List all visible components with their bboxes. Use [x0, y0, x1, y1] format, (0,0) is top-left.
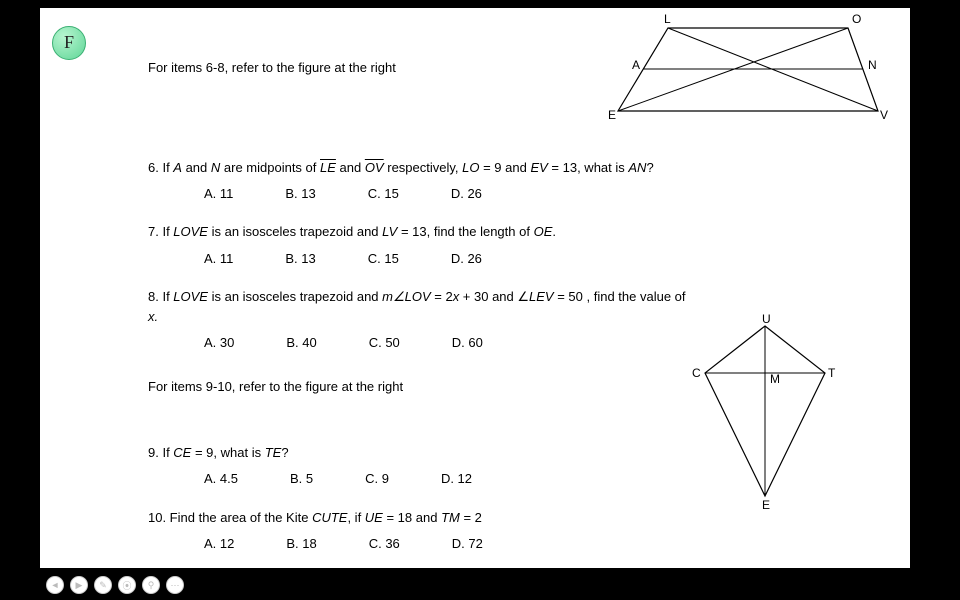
q10-options: A. 12 B. 18 C. 36 D. 72: [204, 534, 886, 554]
q10-part: 10. Find the area of the Kite: [148, 510, 312, 525]
record-icon[interactable]: ⦿: [118, 576, 136, 594]
question-10: 10. Find the area of the Kite CUTE, if U…: [148, 508, 886, 554]
q6-seg-LE: LE: [320, 160, 336, 175]
kite-svg: [690, 318, 840, 508]
label-E-kite: E: [762, 496, 770, 515]
label-E: E: [608, 106, 616, 125]
label-C: C: [692, 364, 701, 383]
label-O: O: [852, 10, 861, 29]
label-L: L: [664, 10, 671, 29]
q9-part: ?: [281, 445, 288, 460]
q8-eq1: m∠LOV: [382, 289, 431, 304]
q8-part: = 50 , find the value of: [554, 289, 686, 304]
q10-part: = 2: [460, 510, 482, 525]
q8-LEV: LEV: [529, 289, 554, 304]
q7-opt-d: D. 26: [451, 249, 482, 269]
label-T: T: [828, 364, 835, 383]
q8-LOVE: LOVE: [173, 289, 208, 304]
q9-opt-a: A. 4.5: [204, 469, 238, 489]
q6-part: respectively,: [384, 160, 463, 175]
next-icon[interactable]: ▶: [70, 576, 88, 594]
zoom-icon[interactable]: ⚲: [142, 576, 160, 594]
q8-opt-a: A. 30: [204, 333, 234, 353]
q7-opt-b: B. 13: [285, 249, 315, 269]
q9-TE: TE: [265, 445, 282, 460]
q10-part: , if: [347, 510, 364, 525]
q7-LV: LV: [382, 224, 397, 239]
edit-icon[interactable]: ✎: [94, 576, 112, 594]
document-page: F L O E V A N C U T E M For items 6-8, r…: [40, 8, 910, 568]
q6-opt-c: C. 15: [368, 184, 399, 204]
q7-OE: OE: [534, 224, 553, 239]
label-M: M: [770, 370, 780, 389]
q10-UE: UE: [365, 510, 383, 525]
q6-part: and: [336, 160, 365, 175]
q8-part: + 30 and ∠: [459, 289, 529, 304]
q6-part: 6. If: [148, 160, 173, 175]
label-V: V: [880, 106, 888, 125]
q7-part: 7. If: [148, 224, 173, 239]
prev-icon[interactable]: ◄: [46, 576, 64, 594]
q9-opt-c: C. 9: [365, 469, 389, 489]
q8-opt-d: D. 60: [452, 333, 483, 353]
q9-CE: CE: [173, 445, 191, 460]
q8-part: 8. If: [148, 289, 173, 304]
q10-CUTE: CUTE: [312, 510, 347, 525]
q6-part: are midpoints of: [220, 160, 320, 175]
figure-trapezoid: L O E V A N: [608, 16, 888, 126]
right-black-strip: [920, 0, 960, 600]
q6-eq1: = 9: [479, 160, 501, 175]
q6-EV: EV: [530, 160, 547, 175]
q7-part: is an isosceles trapezoid and: [208, 224, 382, 239]
q6-AN: AN: [628, 160, 646, 175]
q10-opt-d: D. 72: [452, 534, 483, 554]
q10-TM: TM: [441, 510, 460, 525]
q6-opt-a: A. 11: [204, 184, 233, 204]
q6-opt-b: B. 13: [285, 184, 315, 204]
question-6: 6. If A and N are midpoints of LE and OV…: [148, 158, 886, 204]
q6-LO: LO: [462, 160, 479, 175]
q6-eq2: = 13: [548, 160, 577, 175]
q8-cont: x.: [148, 309, 158, 324]
q8-part: = 2: [431, 289, 453, 304]
q7-opt-c: C. 15: [368, 249, 399, 269]
q7-part: = 13, find the length of: [397, 224, 533, 239]
q9-part: = 9, what is: [191, 445, 264, 460]
label-N: N: [868, 56, 877, 75]
left-black-strip: [0, 0, 40, 600]
q9-opt-b: B. 5: [290, 469, 313, 489]
trapezoid-svg: [608, 16, 888, 126]
q7-options: A. 11 B. 13 C. 15 D. 26: [204, 249, 886, 269]
q6-part: , what is: [577, 160, 628, 175]
q6-options: A. 11 B. 13 C. 15 D. 26: [204, 184, 886, 204]
q10-part: = 18 and: [383, 510, 441, 525]
question-7: 7. If LOVE is an isosceles trapezoid and…: [148, 222, 886, 268]
q7-part: .: [552, 224, 556, 239]
q9-opt-d: D. 12: [441, 469, 472, 489]
more-icon[interactable]: ⋯: [166, 576, 184, 594]
q7-LOVE: LOVE: [173, 224, 208, 239]
q6-seg-OV: OV: [365, 160, 384, 175]
q7-opt-a: A. 11: [204, 249, 233, 269]
badge-letter: F: [52, 26, 86, 60]
q6-part: ?: [646, 160, 653, 175]
q8-opt-b: B. 40: [286, 333, 316, 353]
q10-opt-a: A. 12: [204, 534, 234, 554]
q8-part: is an isosceles trapezoid and: [208, 289, 382, 304]
toolbar: ◄ ▶ ✎ ⦿ ⚲ ⋯: [46, 576, 184, 594]
q8-opt-c: C. 50: [369, 333, 400, 353]
q6-part: and: [182, 160, 211, 175]
q6-N: N: [211, 160, 220, 175]
q10-opt-c: C. 36: [369, 534, 400, 554]
label-A: A: [632, 56, 640, 75]
q6-opt-d: D. 26: [451, 184, 482, 204]
label-U: U: [762, 310, 771, 329]
q9-part: 9. If: [148, 445, 173, 460]
figure-kite: C U T E M: [690, 318, 840, 508]
q6-part: and: [502, 160, 531, 175]
q6-A: A: [173, 160, 182, 175]
q10-opt-b: B. 18: [286, 534, 316, 554]
